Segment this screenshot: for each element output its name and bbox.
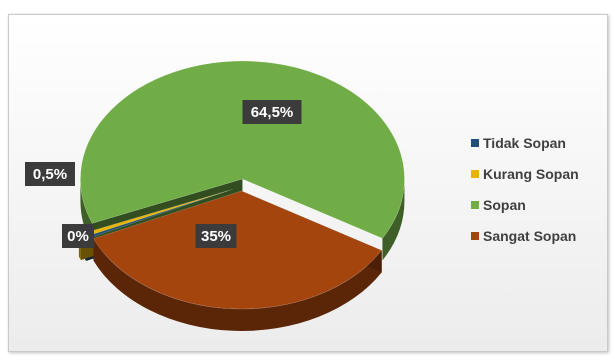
data-label-sopan: 64,5% [242,100,302,124]
legend-item-kurang-sopan: Kurang Sopan [471,166,579,182]
data-label-box [25,162,75,186]
legend-label: Tidak Sopan [483,135,566,151]
data-label-text: 64,5% [251,104,294,121]
data-label-tidak-sopan: 0% [62,224,94,248]
data-label-sangat-sopan: 35% [195,224,237,248]
legend-swatch [471,232,479,240]
legend: Tidak Sopan Kurang Sopan Sopan Sangat Sopan [471,135,579,244]
legend-label: Kurang Sopan [483,166,579,182]
legend-item-sangat-sopan: Sangat Sopan [471,228,576,244]
legend-item-tidak-sopan: Tidak Sopan [471,135,566,151]
legend-item-sopan: Sopan [471,197,526,213]
pie-slice-sangat-sopan [92,190,383,310]
data-label-text: 35% [201,228,231,245]
legend-swatch [471,201,479,209]
pie-slices [78,60,405,331]
pie-slice-side-sangat-sopan [93,238,382,331]
pie-slice-side-sopan [382,179,405,261]
legend-label: Sangat Sopan [483,228,576,244]
chart-frame [8,14,608,352]
data-label-text: 0,5% [33,166,67,183]
pie-slice-sopan [80,60,405,239]
legend-swatch [471,170,479,178]
data-label-box [195,224,237,248]
data-label-text: 0% [67,228,89,245]
data-label-box [62,224,94,248]
legend-label: Sopan [483,197,526,213]
data-labels: 0% 0,5% 64,5% 35% [25,100,302,248]
data-label-kurang-sopan: 0,5% [25,162,75,186]
legend-swatch [471,139,479,147]
data-label-box [242,100,302,124]
